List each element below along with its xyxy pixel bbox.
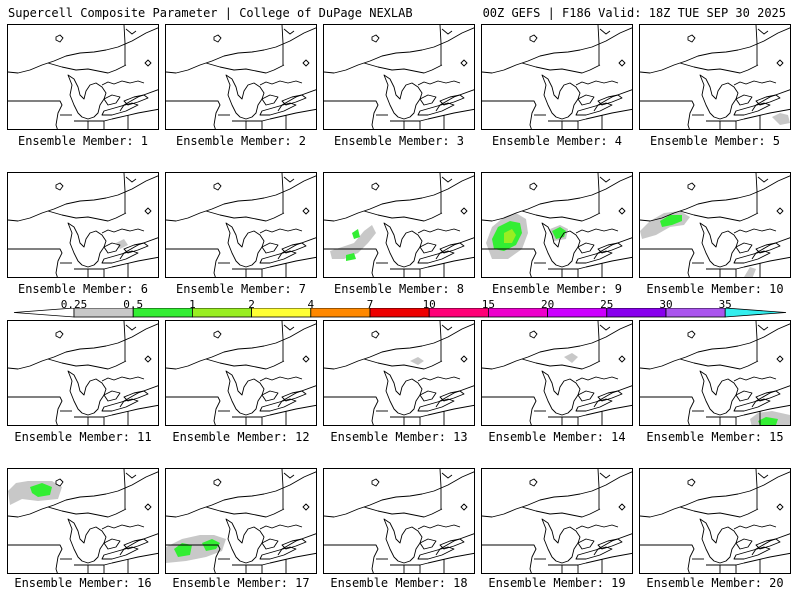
ensemble-member-map: [7, 24, 159, 130]
basemap: [8, 321, 158, 425]
scp-contour: [346, 253, 356, 261]
basemap: [166, 25, 316, 129]
ensemble-member-map: [165, 172, 317, 278]
scp-contour: [504, 229, 516, 243]
ensemble-member-label: Ensemble Member: 6: [17, 282, 149, 296]
ensemble-member-map: [481, 320, 633, 426]
ensemble-member-label: Ensemble Member: 17: [172, 576, 310, 590]
ensemble-member-label: Ensemble Member: 18: [330, 576, 468, 590]
ensemble-member-label: Ensemble Member: 2: [175, 134, 307, 148]
map-title: Supercell Composite Parameter | College …: [8, 6, 413, 20]
basemap: [166, 173, 316, 277]
scp-contour: [30, 483, 52, 497]
basemap: [8, 173, 158, 277]
basemap: [8, 469, 158, 573]
ensemble-member-map: [165, 320, 317, 426]
ensemble-member-label: Ensemble Member: 13: [330, 430, 468, 444]
scp-contour: [564, 353, 578, 363]
colorbar-segment: [132, 308, 193, 318]
colorbar-tick-label: 4: [307, 298, 315, 311]
ensemble-member-map: [639, 468, 791, 574]
basemap: [640, 469, 790, 573]
colorbar-segment: [73, 308, 134, 318]
ensemble-member-map: [7, 468, 159, 574]
scp-contour: [352, 229, 360, 239]
basemap: [324, 321, 474, 425]
scp-contour: [410, 357, 424, 365]
ensemble-member-map: [165, 468, 317, 574]
basemap: [482, 173, 632, 277]
basemap: [482, 469, 632, 573]
ensemble-member-map: [323, 172, 475, 278]
scp-contour: [330, 225, 376, 259]
ensemble-member-label: Ensemble Member: 20: [646, 576, 784, 590]
ensemble-member-label: Ensemble Member: 7: [175, 282, 307, 296]
colorbar: [13, 308, 787, 318]
ensemble-member-map: [639, 320, 791, 426]
ensemble-member-map: [165, 24, 317, 130]
ensemble-member-label: Ensemble Member: 15: [646, 430, 784, 444]
basemap: [324, 469, 474, 573]
colorbar-segment: [665, 308, 726, 318]
ensemble-member-map: [481, 468, 633, 574]
ensemble-member-label: Ensemble Member: 19: [488, 576, 626, 590]
basemap: [482, 321, 632, 425]
scp-contour: [660, 215, 682, 227]
ensemble-member-label: Ensemble Member: 11: [14, 430, 152, 444]
ensemble-member-label: Ensemble Member: 14: [488, 430, 626, 444]
colorbar-segment: [310, 308, 371, 318]
colorbar-tick-label: 7: [366, 298, 374, 311]
ensemble-member-label: Ensemble Member: 3: [333, 134, 465, 148]
ensemble-member-map: [639, 24, 791, 130]
basemap: [640, 25, 790, 129]
ensemble-member-map: [323, 320, 475, 426]
basemap: [640, 321, 790, 425]
colorbar-tick-label: 2: [248, 298, 255, 311]
ensemble-member-label: Ensemble Member: 4: [491, 134, 623, 148]
colorbar-segment: [606, 308, 667, 318]
colorbar-segment: [191, 308, 252, 318]
colorbar-underflow: [13, 308, 75, 318]
ensemble-member-map: [639, 172, 791, 278]
ensemble-member-label: Ensemble Member: 5: [649, 134, 781, 148]
ensemble-member-label: Ensemble Member: 16: [14, 576, 152, 590]
ensemble-member-map: [323, 468, 475, 574]
basemap: [324, 173, 474, 277]
scp-contour: [772, 113, 790, 125]
colorbar-tick-label: 1: [189, 298, 196, 311]
ensemble-member-map: [323, 24, 475, 130]
ensemble-member-label: Ensemble Member: 1: [17, 134, 149, 148]
basemap: [166, 321, 316, 425]
scp-contour: [744, 267, 756, 277]
basemap: [166, 469, 316, 573]
colorbar-overflow: [724, 308, 787, 318]
basemap: [8, 25, 158, 129]
ensemble-member-label: Ensemble Member: 12: [172, 430, 310, 444]
colorbar-segment: [251, 308, 312, 318]
ensemble-member-map: [7, 172, 159, 278]
scp-contour: [758, 417, 778, 425]
scp-contour: [174, 543, 192, 557]
ensemble-member-map: [7, 320, 159, 426]
colorbar-segment: [428, 308, 489, 318]
ensemble-member-label: Ensemble Member: 10: [646, 282, 784, 296]
basemap: [640, 173, 790, 277]
run-info: 00Z GEFS | F186 Valid: 18Z TUE SEP 30 20…: [482, 6, 786, 20]
colorbar-segment: [547, 308, 608, 318]
ensemble-member-label: Ensemble Member: 9: [491, 282, 623, 296]
ensemble-member-map: [481, 24, 633, 130]
basemap: [482, 25, 632, 129]
basemap: [324, 25, 474, 129]
ensemble-member-map: [481, 172, 633, 278]
colorbar-segment: [369, 308, 430, 318]
ensemble-member-label: Ensemble Member: 8: [333, 282, 465, 296]
colorbar-segment: [487, 308, 548, 318]
